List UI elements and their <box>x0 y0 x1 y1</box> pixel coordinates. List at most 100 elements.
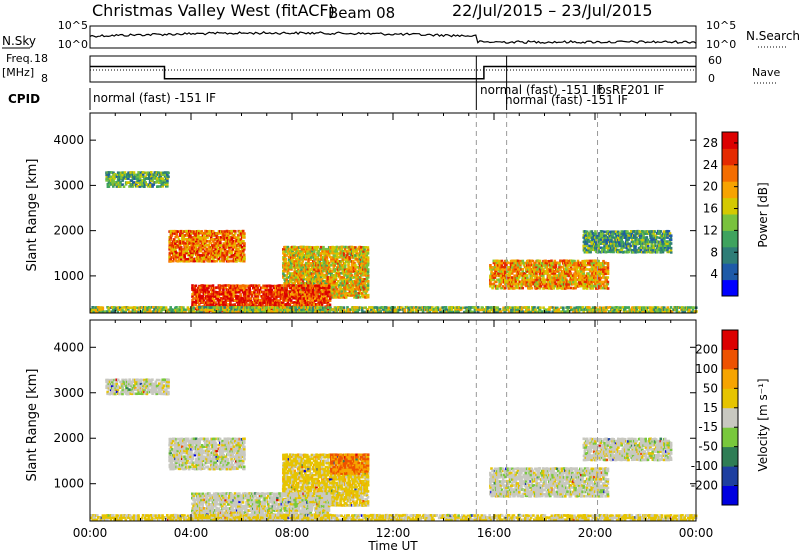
echo-cell <box>339 261 342 265</box>
echo-cell <box>206 253 209 257</box>
echo-cell <box>606 276 610 279</box>
echo-cell <box>491 266 494 269</box>
echo-cell <box>307 250 310 253</box>
echo-cell <box>211 244 214 247</box>
echo-cell <box>653 230 657 233</box>
echo-cell <box>341 269 345 273</box>
echo-cell <box>285 266 288 269</box>
echo-cell <box>531 274 535 278</box>
echo-cell <box>536 286 539 290</box>
echo-cell <box>284 257 288 261</box>
echo-cell <box>666 248 669 252</box>
echo-cell <box>332 257 336 261</box>
echo-cell <box>614 236 618 240</box>
echo-cell <box>226 255 230 259</box>
echo-cell <box>340 267 344 271</box>
echo-cell <box>291 250 294 253</box>
echo-cell <box>218 246 222 249</box>
echo-cell <box>140 181 144 184</box>
echo-cell <box>232 259 236 263</box>
echo-cell <box>610 238 613 242</box>
echo-cell <box>197 301 200 304</box>
echo-cell <box>572 282 575 286</box>
echo-cell <box>285 303 288 306</box>
echo-cell <box>145 183 149 186</box>
echo-cell <box>603 244 606 248</box>
echo-cell <box>307 256 310 259</box>
echo-cell <box>603 266 606 269</box>
echo-cell <box>362 295 365 299</box>
echo-cell <box>138 179 142 182</box>
echo-cell <box>298 260 301 263</box>
echo-cell <box>366 286 370 289</box>
echo-cell <box>593 246 597 250</box>
echo-cell <box>490 278 493 282</box>
echo-cell <box>587 248 590 252</box>
echo-cell <box>192 301 196 304</box>
echo-cell <box>322 264 325 267</box>
echo-cell <box>316 262 319 265</box>
echo-cell <box>286 297 289 300</box>
echo-cell <box>567 286 570 290</box>
echo-cell <box>356 273 359 277</box>
echo-cell <box>299 282 302 285</box>
echo-cell <box>193 231 197 235</box>
echo-cell <box>349 270 353 273</box>
echo-cell <box>313 282 316 285</box>
echo-cell <box>639 232 643 235</box>
echo-cell <box>235 297 239 300</box>
echo-cell <box>357 293 361 297</box>
echo-cell <box>196 296 200 300</box>
echo-cell <box>269 299 272 302</box>
echo-cell <box>328 293 332 296</box>
echo-cell <box>190 232 193 235</box>
echo-cell <box>223 256 227 259</box>
echo-cell <box>198 292 201 296</box>
echo-cell <box>109 175 113 179</box>
echo-cell <box>225 257 229 261</box>
echo-cell <box>238 253 241 257</box>
echo-cell <box>285 288 288 292</box>
echo-cell <box>159 179 162 182</box>
echo-cell <box>558 266 561 269</box>
echo-cell <box>341 259 345 263</box>
echo-cell <box>598 278 602 282</box>
echo-cell <box>614 230 618 233</box>
echo-cell <box>549 274 552 277</box>
echo-cell <box>285 278 289 281</box>
echo-cell <box>658 236 661 240</box>
echo-cell <box>318 278 322 281</box>
echo-cell <box>186 248 190 251</box>
echo-cell <box>244 286 247 290</box>
echo-cell <box>280 284 284 287</box>
echo-cell <box>641 240 644 244</box>
echo-cell <box>534 276 537 279</box>
echo-cell <box>499 282 502 286</box>
echo-cell <box>529 282 532 286</box>
echo-cell <box>591 238 595 241</box>
echo-cell <box>347 277 350 281</box>
echo-cell <box>556 287 559 290</box>
echo-cell <box>284 270 287 273</box>
echo-cell <box>243 290 247 294</box>
echo-cell <box>138 177 142 180</box>
echo-cell <box>297 252 301 255</box>
echo-cell <box>529 261 532 265</box>
echo-cell <box>569 278 573 282</box>
echo-cell <box>293 290 296 294</box>
echo-cell <box>585 230 589 234</box>
echo-cell <box>339 288 342 291</box>
echo-cell <box>205 252 208 255</box>
echo-cell <box>212 230 215 233</box>
echo-cell <box>580 278 583 281</box>
echo-cell <box>509 287 513 290</box>
echo-cell <box>222 292 225 296</box>
echo-cell <box>583 242 587 246</box>
echo-cell <box>170 234 174 237</box>
echo-cell <box>202 236 206 239</box>
echo-cell <box>267 295 270 298</box>
echo-cell <box>539 270 543 273</box>
echo-cell <box>645 236 649 239</box>
echo-cell <box>646 238 650 242</box>
echo-cell <box>326 275 330 279</box>
